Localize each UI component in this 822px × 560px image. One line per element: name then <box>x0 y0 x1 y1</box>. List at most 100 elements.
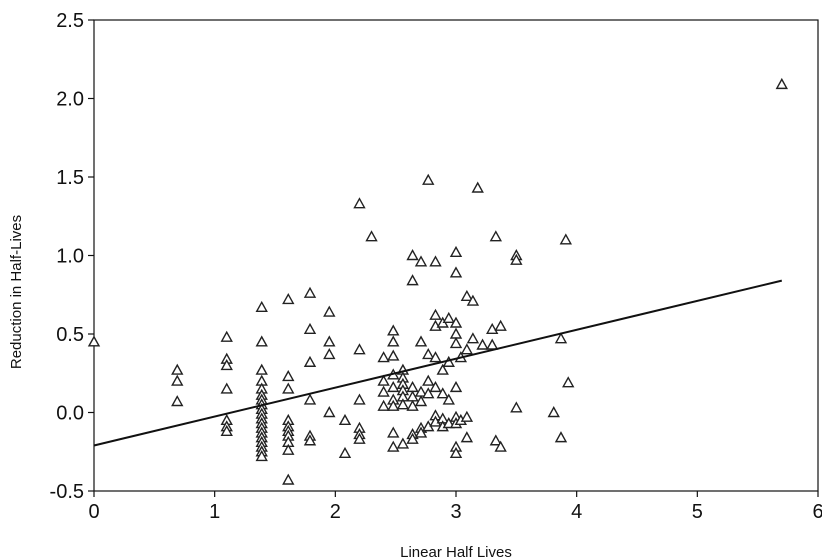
data-point <box>406 249 419 261</box>
x-tick-label: 5 <box>692 501 703 523</box>
data-point <box>422 374 435 386</box>
data-point <box>429 351 442 363</box>
data-point <box>406 399 419 411</box>
data-point <box>449 266 463 278</box>
data-point <box>466 332 480 344</box>
data-point <box>547 406 560 418</box>
data-point <box>365 230 378 242</box>
data-point <box>255 300 268 313</box>
data-point <box>387 440 400 452</box>
data-point <box>466 294 480 306</box>
data-point <box>460 343 474 355</box>
data-point <box>323 347 336 360</box>
data-point <box>486 322 499 334</box>
data-point <box>387 349 400 361</box>
data-point <box>422 173 435 185</box>
data-point <box>449 327 463 339</box>
data-point <box>323 335 336 347</box>
data-point <box>449 336 463 349</box>
data-point <box>303 393 317 405</box>
data-point <box>387 399 400 411</box>
data-point <box>303 434 317 446</box>
data-point <box>387 324 400 336</box>
data-point <box>489 434 503 446</box>
y-tick-label: 0.0 <box>56 403 84 425</box>
x-tick-label: 2 <box>330 501 341 523</box>
data-point <box>282 369 295 382</box>
data-point <box>429 255 442 267</box>
data-point <box>429 380 442 393</box>
data-point <box>406 274 419 286</box>
data-point <box>377 399 390 411</box>
data-point <box>476 338 489 350</box>
y-tick-label: 0.5 <box>56 324 84 346</box>
data-point <box>255 335 268 347</box>
data-point <box>449 380 463 393</box>
x-tick-label: 3 <box>450 501 461 523</box>
data-point <box>387 380 400 393</box>
data-point <box>396 437 410 449</box>
y-axis-ticks: -0.5 0.0 0.5 1.0 1.5 2.0 2.5 <box>50 10 94 503</box>
data-point <box>510 253 523 265</box>
data-point <box>171 363 184 375</box>
regression-line <box>93 279 783 447</box>
y-tick-label: 2.5 <box>56 10 84 32</box>
data-point <box>387 426 400 438</box>
data-point <box>422 387 435 399</box>
data-point <box>510 401 523 413</box>
data-point <box>303 355 317 367</box>
y-axis-title: Reduction in Half-Lives <box>8 215 25 369</box>
data-point <box>303 286 317 298</box>
x-tick-label: 1 <box>209 501 220 523</box>
data-point <box>449 245 463 258</box>
data-point <box>429 308 442 320</box>
data-point <box>303 322 317 334</box>
data-point <box>323 406 336 418</box>
y-tick-label: 1.0 <box>56 246 84 268</box>
data-point <box>414 255 428 267</box>
data-point <box>353 343 366 355</box>
data-point <box>406 432 419 444</box>
data-point <box>338 413 352 426</box>
data-point <box>460 410 474 422</box>
data-point <box>562 376 575 388</box>
data-point <box>414 335 428 347</box>
data-point <box>471 181 484 193</box>
data-points <box>87 77 788 485</box>
x-tick-label: 4 <box>571 501 582 523</box>
data-point <box>338 446 352 459</box>
data-point <box>220 424 233 437</box>
data-point <box>255 450 268 462</box>
data-point <box>282 443 295 455</box>
data-point <box>353 197 366 209</box>
data-point <box>414 395 428 407</box>
x-tick-label: 0 <box>88 501 99 523</box>
data-point <box>171 374 184 386</box>
data-point <box>396 398 410 410</box>
x-tick-label: 6 <box>812 501 822 523</box>
data-point <box>387 335 400 347</box>
data-point <box>460 431 474 443</box>
data-point <box>220 330 233 342</box>
data-point <box>377 374 390 386</box>
data-point <box>282 382 295 394</box>
data-point <box>449 446 463 459</box>
data-point <box>282 473 295 485</box>
data-point <box>414 426 428 438</box>
data-point <box>494 440 507 452</box>
regression-line-group <box>93 279 783 447</box>
data-point <box>255 363 268 375</box>
data-point <box>486 338 499 350</box>
data-point <box>87 335 101 347</box>
data-point <box>442 311 455 323</box>
data-point <box>436 387 449 399</box>
data-point <box>489 230 503 242</box>
data-point <box>436 363 449 375</box>
data-point <box>406 380 419 393</box>
data-point <box>494 319 507 331</box>
data-point <box>377 385 390 397</box>
y-tick-label: 2.0 <box>56 89 84 111</box>
data-point <box>353 432 366 444</box>
x-axis-ticks: 0 1 2 3 4 5 6 <box>88 491 822 523</box>
